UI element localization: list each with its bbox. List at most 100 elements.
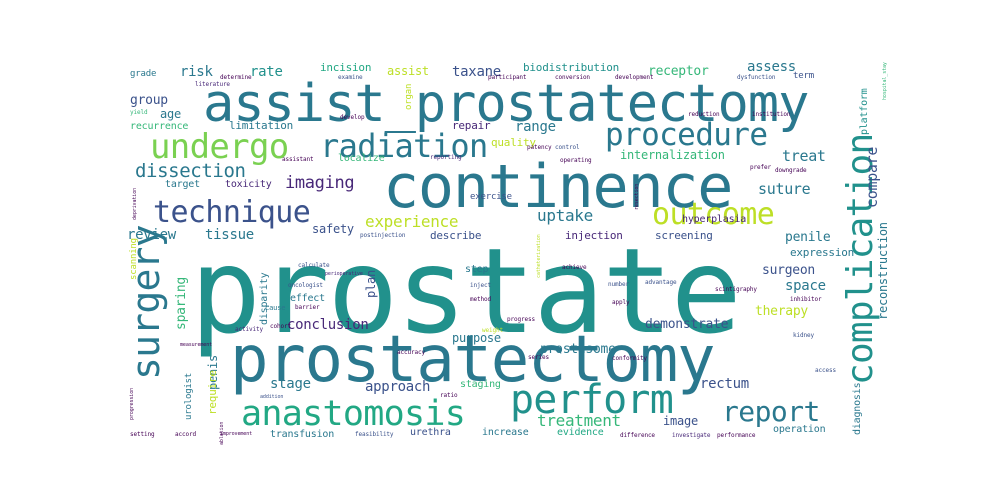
- word-inject: inject: [470, 282, 491, 289]
- word-taxane: taxane: [452, 64, 501, 80]
- word-effect: effect: [290, 293, 325, 304]
- word-radiation: radiation: [320, 127, 488, 165]
- word-sparing: sparing: [174, 277, 189, 330]
- word-difference: difference: [620, 432, 655, 439]
- word-rate: rate: [250, 64, 283, 80]
- word-operation: operation: [773, 424, 826, 435]
- word-cause: cause: [265, 304, 286, 312]
- word-limitation: limitation: [229, 119, 294, 132]
- word-penile: penile: [785, 230, 831, 245]
- word-progression: progression: [129, 387, 135, 420]
- word-accuracy: accuracy: [397, 349, 425, 356]
- word-grade: grade: [130, 69, 157, 79]
- word-require: require: [206, 370, 219, 415]
- word-compare: compare: [863, 146, 881, 208]
- word-risk: risk: [180, 64, 213, 80]
- word-quality: quality: [491, 136, 536, 149]
- word-develop: develop: [340, 114, 365, 121]
- word-age: age: [160, 107, 181, 121]
- word-evidence: evidence: [557, 427, 604, 438]
- word-reduction: reduction: [688, 111, 720, 118]
- word-deprivation: deprivation: [132, 187, 138, 220]
- word-expression: expression: [790, 246, 855, 259]
- word-image: image: [663, 414, 698, 428]
- word-technique: technique: [153, 195, 311, 230]
- word-term: term: [793, 71, 814, 81]
- word-ratio: ratio: [440, 392, 458, 399]
- word-exercise: exercise: [470, 192, 512, 202]
- word-assist-prostatectomy: assist_prostatectomy: [203, 74, 809, 134]
- word-treat: treat: [782, 147, 826, 165]
- word-screening: screening: [655, 229, 713, 242]
- word-receptor: receptor: [648, 64, 709, 79]
- word-scintigraphy: scintigraphy: [715, 286, 757, 293]
- word-space: space: [785, 278, 826, 294]
- word-assess: assess: [747, 59, 796, 75]
- word-undergo: undergo: [150, 127, 289, 167]
- word-conversion: conversion: [555, 74, 590, 81]
- word-dysfunction: dysfunction: [737, 74, 776, 81]
- word-purpose: purpose: [452, 331, 501, 345]
- word-prefer: prefer: [750, 164, 771, 171]
- word-cohort: cohort: [270, 323, 291, 330]
- word-step: step: [465, 264, 489, 275]
- word-perform: perform: [510, 377, 674, 423]
- word-organ: organ: [404, 83, 414, 110]
- word-describe: describe: [430, 229, 482, 242]
- word-localize: localize: [338, 153, 385, 164]
- word-safety: safety: [312, 222, 354, 236]
- word-institution: institution: [752, 111, 791, 118]
- word-toxicity: toxicity: [225, 179, 272, 190]
- word-number: number: [608, 281, 629, 288]
- word-diagnosis: diagnosis: [852, 382, 863, 435]
- word-conformity: conformity: [612, 355, 647, 362]
- word-staging: staging: [460, 379, 501, 390]
- word-approach: approach: [365, 379, 431, 395]
- word-apply: apply: [612, 299, 630, 306]
- word-injection: injection: [565, 229, 623, 242]
- word-internalization: internalization: [620, 148, 725, 162]
- word-scanning: scanning: [129, 238, 139, 280]
- word-oncologist: oncologist: [288, 282, 323, 289]
- word-control: control: [555, 144, 580, 151]
- word-experience: experience: [365, 212, 459, 231]
- word-recurrence: recurrence: [130, 121, 189, 132]
- word-conclusion: conclusion: [287, 317, 369, 333]
- word-series: series: [528, 354, 549, 361]
- word-stage: stage: [270, 376, 311, 392]
- word-improvement: improvement: [220, 431, 253, 437]
- word-dissection: dissection: [135, 160, 246, 182]
- word-hyperplasia: hyperplasia: [682, 214, 747, 225]
- word-development: development: [615, 74, 654, 81]
- word-suture: suture: [758, 180, 811, 198]
- word-surgeon: surgeon: [762, 263, 815, 278]
- word-postinjection: postinjection: [360, 232, 406, 239]
- word-setting: setting: [130, 431, 155, 438]
- word-prostatectomy: prostatectomy: [230, 323, 716, 397]
- word-review: review: [127, 227, 176, 243]
- word-urologist: urologist: [184, 372, 194, 420]
- word-investigate: investigate: [672, 432, 711, 439]
- word-prostate: prostate: [190, 222, 742, 360]
- word-advantage: advantage: [645, 279, 677, 286]
- word-uptake: uptake: [537, 206, 593, 225]
- word-rectum: rectum: [700, 376, 749, 392]
- word-outcome: outcome: [652, 197, 775, 232]
- word-group: group: [130, 93, 168, 108]
- word-platform: platform: [859, 88, 870, 135]
- word-disparity: disparity: [259, 272, 270, 325]
- word-repair: repair: [452, 119, 491, 132]
- word-therapy: therapy: [755, 304, 808, 319]
- word-catheterization: catheterization: [536, 234, 542, 278]
- word-hospital-stay: hospital_stay: [882, 62, 888, 100]
- word-continence: continence: [383, 152, 733, 222]
- word-assistant: assistant: [282, 156, 314, 163]
- word-achieve: achieve: [562, 264, 587, 271]
- word-range: range: [515, 119, 556, 135]
- word-reporting: reporting: [430, 154, 462, 161]
- word-performance: performance: [717, 432, 756, 439]
- word-weight: weight: [482, 327, 503, 334]
- word-barrier: barrier: [295, 304, 320, 311]
- word-participant: participant: [488, 74, 527, 81]
- word-urethra: urethra: [410, 427, 451, 438]
